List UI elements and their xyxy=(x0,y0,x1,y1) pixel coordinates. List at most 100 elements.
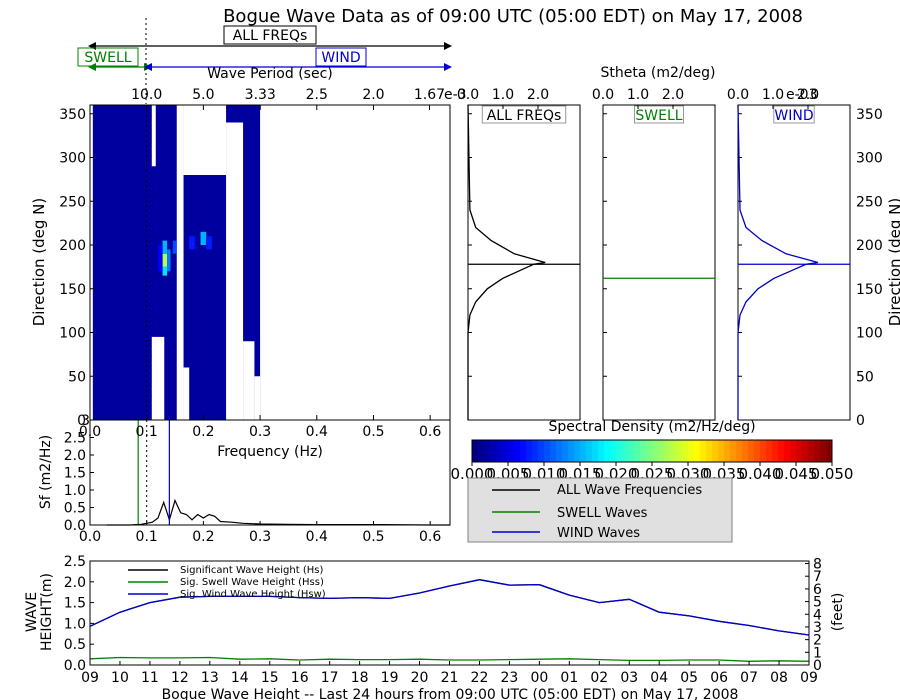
colorbar-segment xyxy=(514,440,521,462)
frequency-spectrum-panel: Frequency (Hz) Sf (m2/Hz) 0.00.51.01.52.… xyxy=(38,419,451,545)
hour-tick-label: 07 xyxy=(740,670,758,686)
wave-y-tick-label: 1.0 xyxy=(64,616,86,632)
direction-axis-label: Direction (deg N) xyxy=(30,198,48,327)
feet-tick-label: 5 xyxy=(813,595,822,611)
colorbar: Spectral Density (m2/Hz/deg) 0.0000.0050… xyxy=(451,419,854,483)
period-tick-label: 2.5 xyxy=(306,87,328,103)
stheta-title: SWELL xyxy=(635,108,682,124)
stheta-wind-panel: WIND 0.0 1.0 2.0e-03 0 50 100 150 200 250 300 350 xyxy=(727,87,883,429)
heatmap-y-tick-label: 3 xyxy=(81,413,90,429)
feet-tick-label: 8 xyxy=(813,557,822,573)
colorbar-segment xyxy=(718,440,725,462)
colorbar-label: Spectral Density (m2/Hz/deg) xyxy=(548,419,755,435)
colorbar-segment xyxy=(574,440,581,462)
colorbar-segment xyxy=(664,440,671,462)
colorbar-segment xyxy=(472,440,479,462)
sf-axis-label: Sf (m2/Hz) xyxy=(38,435,54,509)
colorbar-segment xyxy=(556,440,563,462)
colorbar-segment xyxy=(544,440,551,462)
stheta-curve xyxy=(467,104,546,420)
colorbar-segment xyxy=(700,440,707,462)
legend-label-wind: WIND Waves xyxy=(557,526,640,541)
hour-tick-label: 10 xyxy=(111,670,129,686)
heatmap-y-tick-label: 350 xyxy=(59,107,86,123)
period-tick-label: 3.33 xyxy=(245,87,276,103)
stheta-title-box xyxy=(634,105,684,124)
colorbar-segment xyxy=(490,440,497,462)
right-direction-tick-label: 200 xyxy=(856,238,883,254)
colorbar-segment xyxy=(724,440,731,462)
wave-height-panel: WAVE HEIGHT(m) (feet) Bogue Wave Height … xyxy=(24,554,846,700)
heatmap-cell xyxy=(189,236,195,250)
colorbar-segment xyxy=(592,440,599,462)
heatmap-masked-region xyxy=(226,122,244,420)
heatmap-period-ticks: 10.0 5.0 3.33 2.5 2.0 1.67 xyxy=(131,87,445,110)
wave-legend-label: Sig. Swell Wave Height (Hss) xyxy=(180,577,324,588)
right-direction-tick-label: 350 xyxy=(856,107,883,123)
wave-y-tick-label: 2.0 xyxy=(64,575,86,591)
hour-tick-label: 09 xyxy=(81,670,99,686)
hour-tick-label: 14 xyxy=(231,670,249,686)
colorbar-segment xyxy=(538,440,545,462)
heatmap-x-tick-label: 0.4 xyxy=(306,424,328,440)
feet-tick-label: 6 xyxy=(813,582,822,598)
colorbar-segment xyxy=(610,440,617,462)
feet-tick-label: 4 xyxy=(813,607,822,623)
period-tick-label: 5.0 xyxy=(192,87,214,103)
right-direction-tick-label: 0 xyxy=(856,413,865,429)
stheta-frame xyxy=(467,104,581,421)
colorbar-segment xyxy=(676,440,683,462)
all-freqs-label: ALL FREQs xyxy=(233,28,308,44)
colorbar-segment xyxy=(796,440,803,462)
colorbar-segment xyxy=(820,440,827,462)
feet-tick-label: 0 xyxy=(813,658,822,674)
colorbar-tick-label: 0.050 xyxy=(811,465,854,483)
wave-height-legend: Significant Wave Height (Hs)Sig. Swell W… xyxy=(128,565,326,600)
wave-height-plot xyxy=(89,579,810,662)
hour-tick-label: 16 xyxy=(291,670,309,686)
heatmap-y-tick-label: 150 xyxy=(59,282,86,298)
heatmap-y-tick-label: 100 xyxy=(59,326,86,342)
spectrum-y-tick-label: 0.0 xyxy=(64,518,86,534)
stheta-title: WIND xyxy=(774,108,813,124)
hour-tick-label: 01 xyxy=(560,670,578,686)
colorbar-segment xyxy=(508,440,515,462)
heatmap-x-ticks xyxy=(89,415,431,420)
heatmap-cell xyxy=(162,253,168,267)
wave-height-x-label: Bogue Wave Height -- Last 24 hours from … xyxy=(162,687,739,700)
heatmap-x-tick-label: 0.5 xyxy=(362,424,384,440)
wave-axis-label-line2: HEIGHT(m) xyxy=(39,573,55,651)
heatmap-masked-region xyxy=(254,376,261,420)
stheta-offset-label: e-3 xyxy=(444,87,467,103)
heatmap-y-tick-label: 250 xyxy=(59,194,86,210)
right-direction-tick-label: 150 xyxy=(856,282,883,298)
wave-height-y-ticks: 0.0 0.5 1.0 1.5 2.0 2.5 xyxy=(64,554,94,674)
heatmap-cell xyxy=(172,240,177,254)
hour-tick-label: 06 xyxy=(710,670,728,686)
heatmap-cell xyxy=(162,266,168,276)
spectrum-y-ticks: 0.00.5 1.01.5 2.02.5 xyxy=(64,419,94,534)
spectrum-x-tick-label: 0.0 xyxy=(79,529,101,545)
colorbar-segment xyxy=(670,440,677,462)
hour-tick-label: 09 xyxy=(800,670,818,686)
hour-tick-label: 15 xyxy=(261,670,279,686)
colorbar-segment xyxy=(658,440,665,462)
hour-tick-label: 08 xyxy=(770,670,788,686)
feet-axis-label: (feet) xyxy=(830,593,846,632)
hour-tick-label: 19 xyxy=(381,670,399,686)
stheta-top-tick-label: 1.0 xyxy=(762,87,784,103)
period-tick-label: 10.0 xyxy=(131,87,162,103)
hour-tick-label: 23 xyxy=(501,670,519,686)
wave-y-tick-label: 1.5 xyxy=(64,596,86,612)
colorbar-segment xyxy=(640,440,647,462)
colorbar-segment xyxy=(736,440,743,462)
heatmap-masked-region xyxy=(183,367,190,420)
colorbar-segment xyxy=(790,440,797,462)
hour-tick-label: 18 xyxy=(351,670,369,686)
colorbar-segment xyxy=(484,440,491,462)
heatmap-cell xyxy=(206,236,212,250)
heatmap-masked-region xyxy=(176,105,184,420)
spectrum-plot xyxy=(107,420,450,526)
spectrum-y-tick-label: 1.5 xyxy=(64,466,86,482)
heatmap-y-tick-label: 0 xyxy=(77,413,86,429)
